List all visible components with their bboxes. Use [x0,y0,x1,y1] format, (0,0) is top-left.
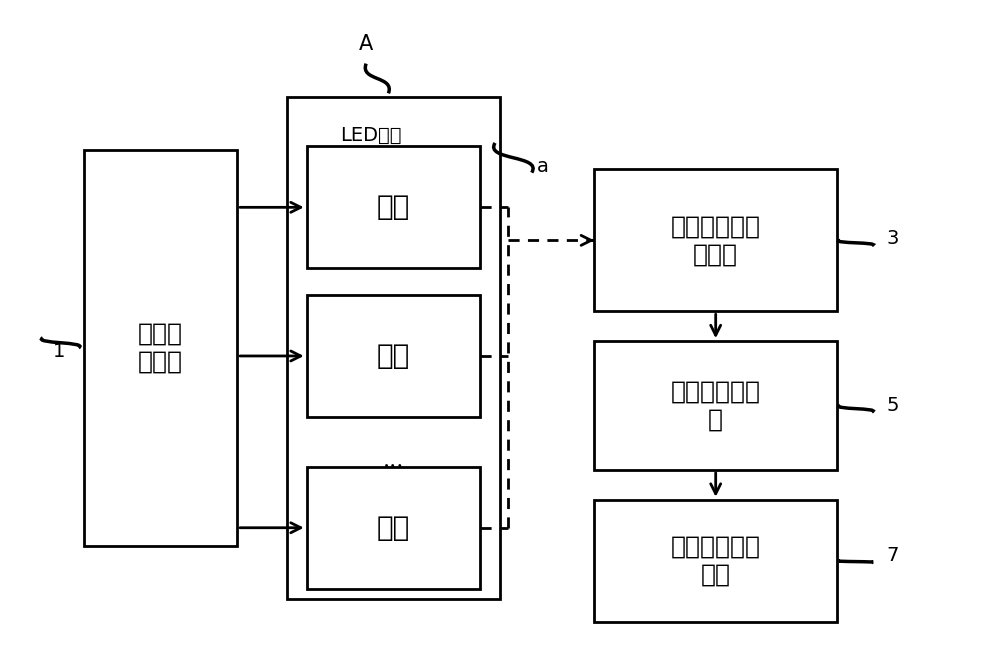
Bar [84,149,237,546]
Bar [594,341,837,470]
Text: LED屏幕: LED屏幕 [340,126,402,145]
Bar [594,500,837,622]
Bar [307,147,480,268]
Text: 灯点: 灯点 [377,342,410,370]
Text: 灯点: 灯点 [377,514,410,542]
Text: 5: 5 [887,395,899,415]
Text: 灯点: 灯点 [377,193,410,221]
Text: 信号接收及处
理模块: 信号接收及处 理模块 [671,215,761,266]
Text: 故障点确定模
块: 故障点确定模 块 [671,379,761,432]
Text: a: a [537,157,549,175]
Text: 3: 3 [887,229,899,248]
Text: 灯点控
制模块: 灯点控 制模块 [138,322,183,373]
Bar [307,467,480,589]
Text: 故障信息生成
模块: 故障信息生成 模块 [671,535,761,587]
Text: 1: 1 [53,341,65,361]
Text: 7: 7 [887,547,899,565]
Bar [594,169,837,311]
Text: A: A [359,33,373,54]
Text: ...: ... [383,450,405,472]
Bar [287,96,500,599]
Bar [307,295,480,417]
